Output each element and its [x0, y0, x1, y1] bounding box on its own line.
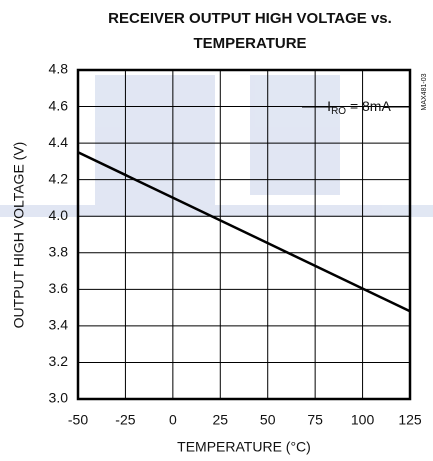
- y-tick-label: 4.2: [49, 170, 69, 186]
- data-line: [77, 151, 411, 313]
- x-tick-label: 50: [260, 412, 276, 428]
- chart-title: TEMPERATURE: [193, 35, 306, 52]
- y-axis-title: OUTPUT HIGH VOLTAGE (V): [11, 142, 27, 329]
- annotation-rest: = 8mA: [346, 98, 391, 114]
- y-tick-label: 3.0: [49, 390, 69, 406]
- watermark: [0, 75, 433, 217]
- annotation-main: I: [327, 98, 331, 114]
- y-tick-label: 3.2: [49, 353, 69, 369]
- x-axis-title: TEMPERATURE (°C): [177, 439, 311, 455]
- y-tick-label: 3.4: [49, 317, 69, 333]
- annotation-subscript: RO: [331, 106, 346, 117]
- annotation: IRO = 8mA: [327, 98, 391, 117]
- x-tick-label: 100: [351, 412, 375, 428]
- x-tick-label: -25: [115, 412, 135, 428]
- x-tick-label: 125: [398, 412, 422, 428]
- side-label: MAX481-03: [421, 73, 428, 110]
- plot: 3.0 3.2 3.4 3.6 3.8 4.0 4.2 4.4 4.6 4.8 -50 -25 0 25 5…: [49, 61, 422, 428]
- y-tick-label: 3.6: [49, 280, 69, 296]
- y-tick-label: 4.4: [49, 134, 69, 150]
- x-tick-label: 75: [307, 412, 323, 428]
- y-tick-label: 4.6: [49, 97, 69, 113]
- chart-title: RECEIVER OUTPUT HIGH VOLTAGE vs.: [108, 10, 392, 27]
- y-tick-label: 4.0: [49, 207, 69, 223]
- y-tick-label: 3.8: [49, 243, 69, 259]
- y-tick-label: 4.8: [49, 61, 69, 77]
- x-tick-label: -50: [68, 412, 88, 428]
- plot-frame: [76, 68, 412, 401]
- x-tick-label: 0: [169, 412, 177, 428]
- x-tick-label: 25: [212, 412, 228, 428]
